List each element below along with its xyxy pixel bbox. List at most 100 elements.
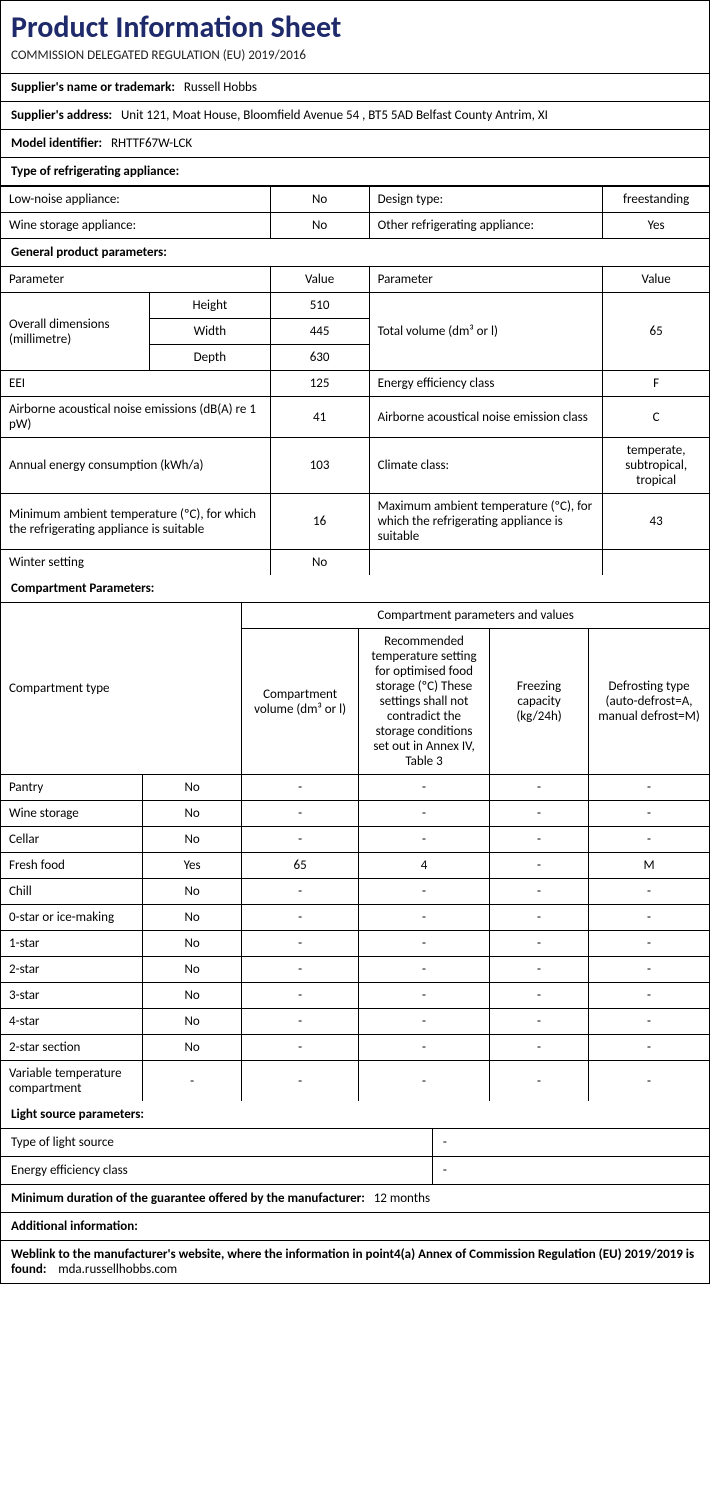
comp-name: Pantry (1, 775, 143, 801)
comp-temp: - (359, 775, 490, 801)
dimensions-label: Overall dimensions (millimetre) (1, 293, 150, 371)
comp-present: No (143, 905, 242, 931)
comp-freeze: - (489, 1035, 588, 1061)
comp-vol: 65 (242, 853, 359, 879)
depth-value: 630 (270, 345, 369, 371)
height-label: Height (150, 293, 270, 319)
comp-freeze: - (489, 801, 588, 827)
model-identifier-label: Model identifier: (11, 136, 102, 151)
comp-present: No (143, 827, 242, 853)
compartment-params-values-header: Compartment parameters and values (242, 603, 709, 629)
total-volume-label: Total volume (dm³ or l) (369, 293, 603, 371)
eeclass-label: Energy efficiency class (369, 371, 603, 397)
table-row: ChillNo---- (1, 879, 709, 905)
supplier-name-value: Russell Hobbs (184, 80, 257, 95)
comp-present: No (143, 957, 242, 983)
table-row: Fresh foodYes654-M (1, 853, 709, 879)
comp-temp: 4 (359, 853, 490, 879)
comp-freeze: - (489, 1061, 588, 1102)
max-temp-value: 43 (603, 494, 709, 550)
comp-defrost: - (589, 1061, 709, 1102)
table-row: Compartment type Compartment parameters … (1, 603, 709, 629)
model-identifier-row: Model identifier: RHTTF67W-LCK (1, 130, 709, 158)
supplier-address-row: Supplier's address: Unit 121, Moat House… (1, 102, 709, 130)
table-row: Minimum ambient temperature (ºC), for wh… (1, 494, 709, 550)
comp-defrost: - (589, 879, 709, 905)
comp-temp: - (359, 957, 490, 983)
rec-temp-header: Recommended temperature setting for opti… (359, 629, 490, 775)
guarantee-label: Minimum duration of the guarantee offere… (11, 1191, 365, 1206)
appliance-type-header: Type of refrigerating appliance: (1, 158, 709, 186)
guarantee-value: 12 months (374, 1191, 430, 1206)
max-temp-label: Maximum ambient temperature (ºC), for wh… (369, 494, 603, 550)
table-row: 2-star sectionNo---- (1, 1035, 709, 1061)
comp-defrost: - (589, 1035, 709, 1061)
supplier-address-label: Supplier's address: (11, 108, 112, 123)
annual-energy-label: Annual energy consumption (kWh/a) (1, 438, 270, 494)
light-source-header: Light source parameters: (1, 1101, 709, 1129)
table-row: Annual energy consumption (kWh/a) 103 Cl… (1, 438, 709, 494)
value-col-header: Value (270, 267, 369, 293)
table-row: Variable temperature compartment----- (1, 1061, 709, 1102)
comp-defrost: - (589, 931, 709, 957)
comp-freeze: - (489, 853, 588, 879)
weblink-value: mda.russellhobbs.com (58, 1262, 177, 1277)
value-col-header-2: Value (603, 267, 709, 293)
climate-label: Climate class: (369, 438, 603, 494)
page-title: Product Information Sheet (1, 1, 709, 48)
eeclass-value: F (603, 371, 709, 397)
comp-defrost: - (589, 827, 709, 853)
table-row: Wine storageNo---- (1, 801, 709, 827)
comp-name: 1-star (1, 931, 143, 957)
design-type-label: Design type: (369, 187, 603, 213)
param-col-header-2: Parameter (369, 267, 603, 293)
design-type-value: freestanding (603, 187, 709, 213)
other-refrig-value: Yes (603, 213, 709, 239)
compartment-type-header: Compartment type (1, 603, 242, 775)
wine-storage-label: Wine storage appliance: (1, 213, 270, 239)
comp-freeze: - (489, 931, 588, 957)
other-refrig-label: Other refrigerating appliance: (369, 213, 603, 239)
additional-info-header: Additional information: (1, 1213, 709, 1241)
comp-vol: - (242, 879, 359, 905)
comp-name: Fresh food (1, 853, 143, 879)
regulation-subtitle: COMMISSION DELEGATED REGULATION (EU) 201… (1, 48, 709, 74)
comp-defrost: - (589, 983, 709, 1009)
comp-vol: - (242, 957, 359, 983)
appliance-type-table: Low-noise appliance: No Design type: fre… (1, 186, 709, 239)
comp-freeze: - (489, 957, 588, 983)
supplier-name-label: Supplier's name or trademark: (11, 80, 175, 95)
comp-temp: - (359, 1009, 490, 1035)
comp-vol: - (242, 931, 359, 957)
comp-freeze: - (489, 1009, 588, 1035)
table-row: Winter setting No (1, 550, 709, 576)
comp-temp: - (359, 827, 490, 853)
eei-value: 125 (270, 371, 369, 397)
compartment-params-header: Compartment Parameters: (1, 575, 709, 603)
comp-defrost: - (589, 905, 709, 931)
comp-present: No (143, 801, 242, 827)
table-row: 0-star or ice-makingNo---- (1, 905, 709, 931)
comp-present: No (143, 1035, 242, 1061)
supplier-name-row: Supplier's name or trademark: Russell Ho… (1, 74, 709, 102)
light-eeclass-row: Energy efficiency class - (1, 1157, 709, 1185)
table-row: 4-starNo---- (1, 1009, 709, 1035)
comp-freeze: - (489, 827, 588, 853)
comp-vol: - (242, 1035, 359, 1061)
comp-vol: - (242, 905, 359, 931)
weblink-row: Weblink to the manufacturer's website, w… (1, 1241, 709, 1283)
table-row: CellarNo---- (1, 827, 709, 853)
comp-defrost: - (589, 957, 709, 983)
comp-defrost: - (589, 1009, 709, 1035)
comp-present: No (143, 775, 242, 801)
comp-present: No (143, 1009, 242, 1035)
defrost-header: Defrosting type (auto-defrost=A, manual … (589, 629, 709, 775)
general-params-table: Parameter Value Parameter Value Overall … (1, 267, 709, 575)
comp-name: Chill (1, 879, 143, 905)
comp-defrost: - (589, 775, 709, 801)
table-row: Overall dimensions (millimetre) Height 5… (1, 293, 709, 319)
annual-energy-value: 103 (270, 438, 369, 494)
comp-name: 2-star section (1, 1035, 143, 1061)
model-identifier-value: RHTTF67W-LCK (111, 136, 192, 151)
comp-name: 0-star or ice-making (1, 905, 143, 931)
